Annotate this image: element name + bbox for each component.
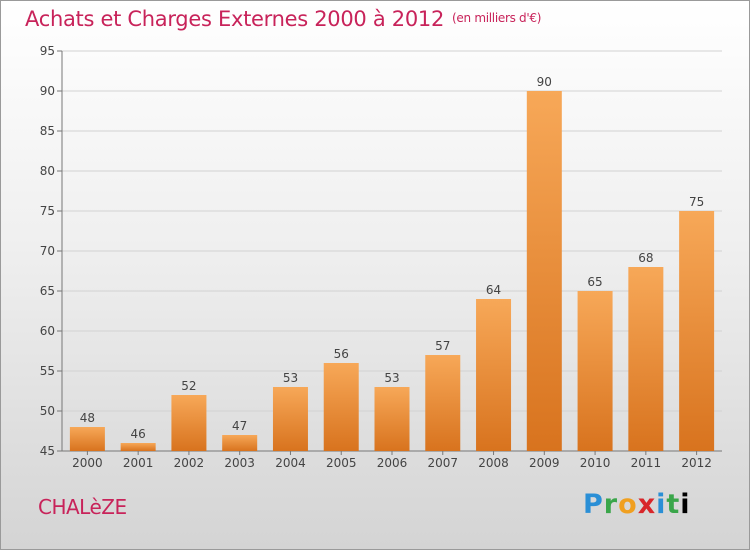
bar-2002	[171, 395, 207, 451]
bar-2007	[425, 355, 461, 451]
data-label-2011: 68	[638, 251, 653, 265]
x-tick-label-2001: 2001	[123, 456, 154, 470]
bar-2000	[69, 427, 105, 451]
y-tick-label: 55	[40, 364, 55, 378]
bar-2001	[120, 443, 156, 451]
data-label-2001: 46	[131, 427, 146, 441]
bar-2004	[272, 387, 308, 451]
data-label-2008: 64	[486, 283, 501, 297]
x-tick-label-2004: 2004	[275, 456, 306, 470]
y-tick-label: 80	[40, 164, 55, 178]
data-label-2002: 52	[181, 379, 196, 393]
x-tick-label-2008: 2008	[478, 456, 509, 470]
data-label-2007: 57	[435, 339, 450, 353]
x-tick-label-2005: 2005	[326, 456, 357, 470]
grid	[62, 50, 722, 412]
x-tick-label-2007: 2007	[427, 456, 458, 470]
bar-2008	[476, 299, 512, 451]
data-label-2000: 48	[80, 411, 95, 425]
labels: 48 2000 46 2001 52 2002 47 2003 53 2004 56 2005 53 20…	[72, 75, 712, 470]
bar-2012	[679, 211, 715, 451]
data-label-2012: 75	[689, 195, 704, 209]
x-tick-label-2000: 2000	[72, 456, 103, 470]
data-label-2009: 90	[537, 75, 552, 89]
x-tick-label-2006: 2006	[377, 456, 408, 470]
commune-name: CHALèZE	[38, 495, 127, 519]
proxiti-logo: Proxiti	[583, 489, 691, 520]
x-tick-label-2009: 2009	[529, 456, 560, 470]
chart-unit: (en milliers d'€)	[452, 11, 542, 25]
bar-2009	[526, 91, 562, 451]
bar-2010	[577, 291, 613, 451]
x-tick-label-2012: 2012	[681, 456, 712, 470]
x-tick-label-2003: 2003	[224, 456, 255, 470]
data-label-2005: 56	[334, 347, 349, 361]
bar-2006	[374, 387, 410, 451]
y-tick-label: 50	[40, 404, 55, 418]
data-label-2006: 53	[384, 371, 399, 385]
y-tick-label: 65	[40, 284, 55, 298]
y-tick-label: 60	[40, 324, 55, 338]
data-label-2010: 65	[587, 275, 602, 289]
y-tick-label: 90	[40, 84, 55, 98]
y-tick-label: 75	[40, 204, 55, 218]
bar-2005	[323, 363, 359, 451]
y-tick-label: 95	[40, 44, 55, 58]
y-tick-label: 85	[40, 124, 55, 138]
bars	[69, 91, 715, 451]
x-tick-label-2002: 2002	[174, 456, 205, 470]
data-label-2003: 47	[232, 419, 247, 433]
x-tick-label-2011: 2011	[631, 456, 662, 470]
x-tick-label-2010: 2010	[580, 456, 611, 470]
bar-2003	[222, 435, 258, 451]
y-tick-label: 70	[40, 244, 55, 258]
data-label-2004: 53	[283, 371, 298, 385]
y-tick-label: 45	[40, 444, 55, 458]
bar-2011	[628, 267, 664, 451]
chart-title-text: Achats et Charges Externes 2000 à 2012	[25, 7, 445, 31]
chart-title: Achats et Charges Externes 2000 à 2012 (e…	[25, 7, 541, 31]
